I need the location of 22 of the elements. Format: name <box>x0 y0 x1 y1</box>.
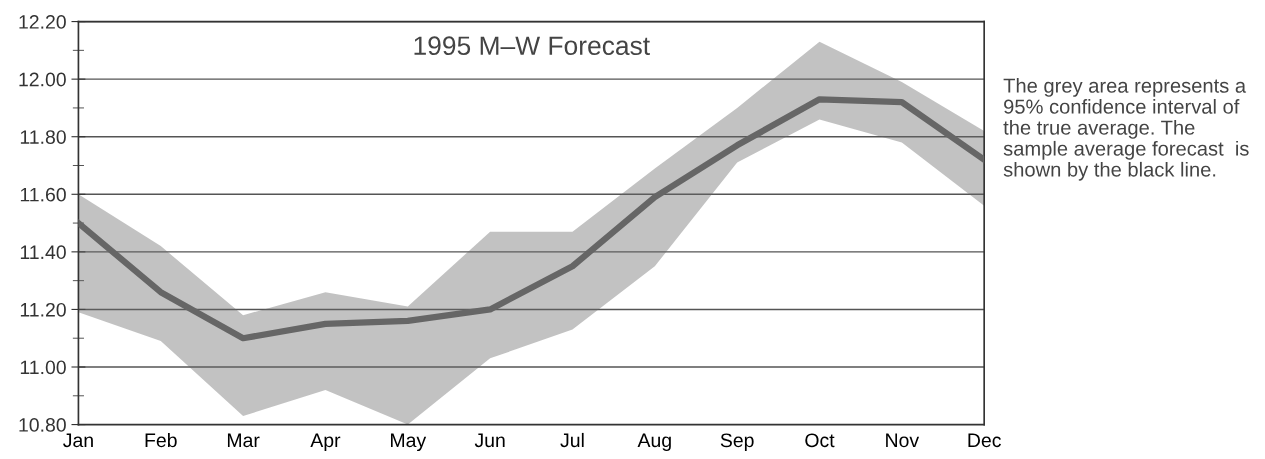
x-tick-label: Jan <box>63 433 93 448</box>
text: The grey area represents a 95% confidence interval of the true average. The sample average forecast is shown by the black line. <box>1003 78 1249 181</box>
y-tick-label: 11.40 <box>20 245 66 260</box>
x-tick-label: Sep <box>720 433 754 452</box>
x-tick-label: Feb <box>145 432 177 448</box>
x-tick-label: Jul <box>560 432 584 448</box>
chart-title: 1995 M–W Forecast <box>414 36 650 56</box>
y-tick-label: 11.20 <box>20 302 66 317</box>
y-tick-label: 12.00 <box>19 72 66 87</box>
x-tick-label: Nov <box>886 433 920 448</box>
x-tick-label: Jun <box>474 433 505 448</box>
y-tick-label: 11.60 <box>20 187 66 202</box>
x-tick-label: Dec <box>968 433 1001 448</box>
y-tick-label: 10.80 <box>19 418 66 432</box>
y-tick-label: 12.20 <box>19 15 66 29</box>
x-tick-label: Apr <box>310 433 341 452</box>
y-tick-label: 11.00 <box>20 360 66 375</box>
y-tick-label: 11.80 <box>20 130 66 144</box>
x-tick-label: May <box>391 433 427 452</box>
x-tick-label: Aug <box>637 433 671 452</box>
x-tick-label: Mar <box>227 433 260 448</box>
x-tick-label: Oct <box>805 433 835 448</box>
